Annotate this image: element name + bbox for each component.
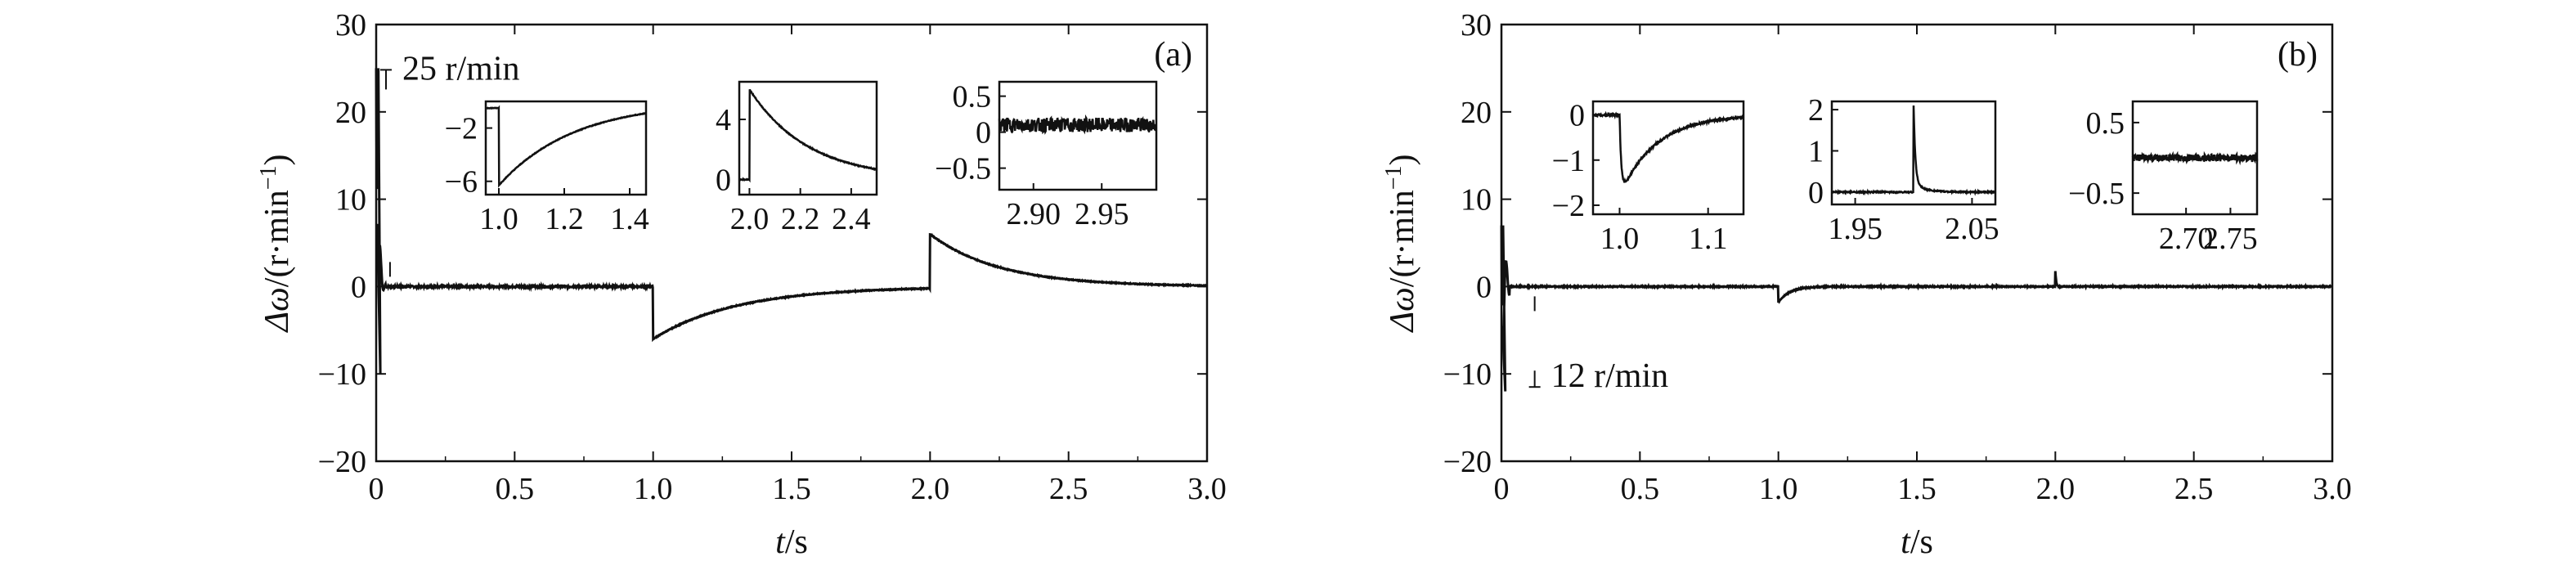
inset-x-tick-label: 2.0: [730, 202, 770, 236]
x-tick-label: 0: [1494, 472, 1510, 506]
x-tick-label: 2.0: [2036, 472, 2076, 506]
x-tick-label: 2.5: [2174, 472, 2214, 506]
inset-3: 2.90 2.95 0.50−0.5: [935, 80, 1158, 231]
inset-y-tick-label: −1: [1552, 144, 1585, 178]
y-axis-unit-exp: −1: [256, 165, 281, 190]
x-axis-unit: /s: [1910, 523, 1933, 561]
y-tick-label: −10: [318, 357, 366, 392]
inset-2: 2.0 2.2 2.4 0 4: [716, 80, 878, 236]
y-tick-label: 20: [335, 96, 366, 130]
inset-series-line: [738, 88, 877, 183]
inset-x-tick-label: 2.95: [1075, 197, 1129, 231]
inset-y-tick-label: −0.5: [2068, 177, 2125, 211]
x-axis-unit: /s: [785, 523, 808, 561]
inset-y-tick-label: −2: [1552, 189, 1585, 223]
x-tick-label: 1.0: [1759, 472, 1798, 506]
inset-1: 1.0 1.1 0 −1 −2: [1552, 99, 1745, 256]
inset-y-tick-label: 0: [1569, 99, 1585, 133]
inset-frame: [484, 100, 648, 196]
y-tick-label: 30: [1461, 8, 1492, 43]
inset-series-line: [998, 114, 1157, 135]
panel-a: 0 0.5 1.0 1.5 2.0 2.5 3.0−20−100102030t/sΔω/(r…: [256, 8, 1227, 561]
inset-y-tick-label: 1: [1808, 134, 1824, 168]
x-tick-label: 2.5: [1049, 472, 1088, 506]
inset-y-tick-label: −6: [445, 165, 478, 200]
inset-x-tick-label: 1.95: [1828, 212, 1883, 246]
main-series-line: [1500, 225, 2333, 392]
y-tick-label: −20: [1443, 445, 1492, 479]
x-tick-label: 0: [369, 472, 384, 506]
y-axis-label: Δω/(r·min−1): [1381, 154, 1422, 333]
panel-tag: (a): [1154, 36, 1192, 74]
inset-x-tick-label: 2.4: [832, 202, 871, 236]
inset-x-tick-label: 1.1: [1689, 222, 1728, 256]
y-axis-label: Δω/(r·min−1): [256, 154, 297, 333]
inset-y-tick-label: 0: [976, 116, 991, 150]
inset-series-line: [1831, 105, 1996, 196]
inset-series-line: [1591, 110, 1745, 183]
x-axis-label: t/s: [1901, 523, 1933, 561]
x-axis-var: t: [1901, 523, 1911, 561]
y-axis-unit-open: /(r·min: [258, 190, 296, 287]
y-axis-unit-open: /(r·min: [1384, 190, 1421, 287]
y-axis-unit-close: ): [1384, 154, 1421, 165]
inset-y-tick-label: 2: [1808, 93, 1824, 128]
y-axis-unit-exp: −1: [1381, 165, 1407, 190]
y-tick-label: 10: [335, 183, 366, 218]
y-tick-label: 30: [335, 8, 366, 43]
x-tick-label: 1.0: [634, 472, 673, 506]
inset-x-tick-label: 2.70: [2159, 222, 2214, 256]
inset-x-tick-label: 2.05: [1945, 212, 1999, 246]
inset-x-tick-label: 1.4: [610, 202, 649, 236]
x-tick-label: 0.5: [1621, 472, 1660, 506]
y-axis-symbol: Δω: [258, 287, 296, 333]
main-series-line: [375, 68, 1209, 375]
x-axis-var: t: [775, 523, 786, 561]
inset-y-tick-label: −2: [445, 112, 478, 146]
y-tick-label: 20: [1461, 96, 1492, 130]
y-tick-label: 0: [1476, 270, 1492, 304]
y-tick-label: −10: [1443, 357, 1492, 392]
inset-3: 2.702.75 0.5 −0.5: [2068, 100, 2259, 256]
inset-y-tick-label: 0: [1808, 176, 1824, 210]
x-tick-label: 3.0: [2313, 472, 2352, 506]
inset-y-tick-label: 0: [716, 164, 731, 198]
y-tick-label: 0: [351, 270, 366, 304]
y-axis-unit-close: ): [258, 154, 296, 165]
inset-x-tick-label: 2.90: [1006, 197, 1061, 231]
x-tick-label: 0.5: [496, 472, 535, 506]
inset-series-line: [2131, 150, 2259, 166]
inset-frame: [738, 80, 878, 196]
inset-1: 1.0 1.2 1.4 −2 −6: [445, 100, 649, 236]
inset-y-tick-label: −0.5: [935, 152, 991, 186]
inset-x-tick-label: 2.75: [2203, 222, 2258, 256]
inset-series-line: [485, 105, 647, 188]
inset-y-tick-label: 4: [716, 103, 731, 137]
panel-b: 0 0.5 1.0 1.5 2.0 2.5 3.0−20−100102030t/sΔω/(r…: [1381, 8, 2352, 561]
inset-x-tick-label: 1.0: [1600, 222, 1640, 256]
inset-frame: [998, 80, 1158, 191]
x-tick-label: 2.0: [911, 472, 950, 506]
x-tick-label: 3.0: [1187, 472, 1227, 506]
inset-y-tick-label: 0.5: [2086, 106, 2125, 141]
x-tick-label: 1.5: [772, 472, 811, 506]
y-axis-symbol: Δω: [1384, 287, 1421, 333]
inset-x-tick-label: 1.2: [545, 202, 584, 236]
x-tick-label: 1.5: [1897, 472, 1936, 506]
x-axis-label: t/s: [775, 523, 808, 561]
panel-tag: (b): [2278, 36, 2318, 74]
annotation-label: 12 r/min: [1551, 357, 1669, 395]
inset-x-tick-label: 1.0: [479, 202, 518, 236]
inset-x-tick-label: 2.2: [781, 202, 820, 236]
inset-2: 1.95 2.05 2 1 0: [1808, 93, 1999, 246]
inset-y-tick-label: 0.5: [953, 80, 992, 114]
annotation-label: 25 r/min: [402, 50, 520, 88]
y-tick-label: −20: [318, 445, 366, 479]
y-tick-label: 10: [1461, 183, 1492, 218]
